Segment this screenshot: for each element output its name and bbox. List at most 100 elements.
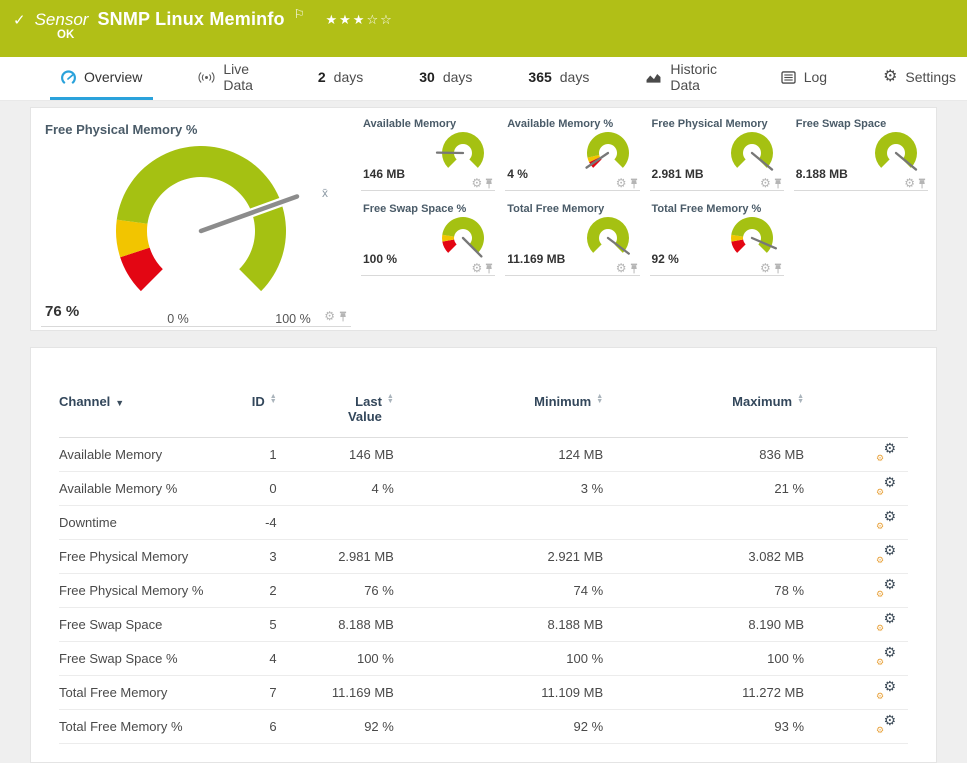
gear-icon[interactable]: ⚙ xyxy=(324,310,335,322)
gauge-icon xyxy=(61,70,76,85)
tab-live-data[interactable]: Live Data xyxy=(187,57,273,100)
gauge-free-swap-space xyxy=(866,126,926,182)
gear-icon[interactable]: ⚙ xyxy=(616,262,627,274)
gauge-available-memory-pct xyxy=(578,126,638,182)
gauge-tile-total-free-memory-pct[interactable]: Total Free Memory %92 %⚙ xyxy=(650,199,784,276)
pin-icon[interactable] xyxy=(485,178,493,189)
channel-maximum: 836 MB xyxy=(603,438,804,472)
tab-label: days xyxy=(334,69,364,85)
pin-icon[interactable] xyxy=(774,263,782,274)
channel-maximum: 21 % xyxy=(603,472,804,506)
sort-toggle-icon: ▲▼ xyxy=(596,394,603,404)
gauge-total-free-memory xyxy=(578,211,638,267)
pin-icon[interactable] xyxy=(485,263,493,274)
channel-last-value: 11.169 MB xyxy=(277,676,394,710)
gear-icon[interactable]: ⚙ xyxy=(471,262,482,274)
channel-minimum: 3 % xyxy=(394,472,603,506)
channel-last-value: 100 % xyxy=(277,642,394,676)
tab-label: Overview xyxy=(84,69,142,85)
tab-log[interactable]: Log xyxy=(770,57,838,100)
pin-icon[interactable] xyxy=(918,178,926,189)
overview-content: Free Physical Memory % 0 %100 % x̄ 76 % … xyxy=(0,101,967,763)
gauge-value: 8.188 MB xyxy=(796,167,848,181)
column-header-maximum[interactable]: Maximum▲▼ xyxy=(603,394,804,438)
gear-icon[interactable]: ⚙ xyxy=(904,177,915,189)
gauge-value: 100 % xyxy=(363,252,397,266)
broadcast-icon xyxy=(198,71,215,84)
pin-icon[interactable] xyxy=(774,178,782,189)
channel-last-value: 8.188 MB xyxy=(277,608,394,642)
channel-settings-icon[interactable]: ⚙⚙ xyxy=(876,444,896,462)
channel-minimum: 92 % xyxy=(394,710,603,744)
channel-name: Downtime xyxy=(59,506,226,540)
gauge-tile-free-swap-space-pct[interactable]: Free Swap Space %100 %⚙ xyxy=(361,199,495,276)
channel-id: 2 xyxy=(226,574,276,608)
tab-number: 2 xyxy=(318,69,326,85)
channel-last-value: 146 MB xyxy=(277,438,394,472)
column-header-id[interactable]: ID▲▼ xyxy=(226,394,276,438)
tab-overview[interactable]: Overview xyxy=(50,57,153,100)
channel-settings-icon[interactable]: ⚙⚙ xyxy=(876,580,896,598)
gear-icon[interactable]: ⚙ xyxy=(760,177,771,189)
gear-icon[interactable]: ⚙ xyxy=(760,262,771,274)
channel-last-value xyxy=(277,506,394,540)
channel-maximum: 93 % xyxy=(603,710,804,744)
tab-label: days xyxy=(443,69,473,85)
channel-minimum xyxy=(394,506,603,540)
gauge-value: 4 % xyxy=(507,167,528,181)
tab-label: Log xyxy=(804,69,827,85)
flag-icon[interactable]: ⚐ xyxy=(294,7,305,21)
sensor-kind-label: Sensor xyxy=(35,10,89,30)
gear-icon[interactable]: ⚙ xyxy=(616,177,627,189)
channel-settings-icon[interactable]: ⚙⚙ xyxy=(876,512,896,530)
priority-stars[interactable]: ★★★☆☆ xyxy=(326,12,394,28)
average-marker: x̄ xyxy=(322,186,328,200)
channel-minimum: 124 MB xyxy=(394,438,603,472)
tab-settings[interactable]: ⚙Settings xyxy=(872,57,967,100)
gear-icon[interactable]: ⚙ xyxy=(471,177,482,189)
channel-settings-icon[interactable]: ⚙⚙ xyxy=(876,546,896,564)
pin-icon[interactable] xyxy=(339,311,347,322)
channel-settings-icon[interactable]: ⚙⚙ xyxy=(876,648,896,666)
pin-icon[interactable] xyxy=(630,263,638,274)
channel-maximum xyxy=(603,506,804,540)
gauge-value: 2.981 MB xyxy=(652,167,704,181)
channel-settings-icon[interactable]: ⚙⚙ xyxy=(876,716,896,734)
column-header-last-value[interactable]: Last Value▲▼ xyxy=(277,394,394,438)
column-header-channel[interactable]: Channel▼ xyxy=(59,394,226,438)
tab-label: Historic Data xyxy=(670,61,724,93)
tab-label: Live Data xyxy=(223,61,262,93)
channel-id: 3 xyxy=(226,540,276,574)
tab-number: 365 xyxy=(528,69,551,85)
channel-settings-icon[interactable]: ⚙⚙ xyxy=(876,682,896,700)
channel-settings-icon[interactable]: ⚙⚙ xyxy=(876,478,896,496)
channel-settings-icon[interactable]: ⚙⚙ xyxy=(876,614,896,632)
gauge-free-swap-space-pct xyxy=(433,211,493,267)
channel-last-value: 2.981 MB xyxy=(277,540,394,574)
column-header-minimum[interactable]: Minimum▲▼ xyxy=(394,394,603,438)
gauge-tile-primary[interactable]: Free Physical Memory % 0 %100 % x̄ 76 % … xyxy=(41,114,351,327)
channel-maximum: 8.190 MB xyxy=(603,608,804,642)
channel-last-value: 4 % xyxy=(277,472,394,506)
tab-2-days[interactable]: 2 days xyxy=(307,57,374,100)
gauge-free-physical-memory-pct: 0 %100 % xyxy=(41,126,351,326)
channel-maximum: 78 % xyxy=(603,574,804,608)
gauge-tile-available-memory-pct[interactable]: Available Memory %4 %⚙ xyxy=(505,114,639,191)
sensor-status-text: OK xyxy=(57,29,74,41)
tab-historic-data[interactable]: Historic Data xyxy=(634,57,735,100)
pin-icon[interactable] xyxy=(630,178,638,189)
channel-name: Free Swap Space xyxy=(59,608,226,642)
gauges-panel: Free Physical Memory % 0 %100 % x̄ 76 % … xyxy=(30,107,937,331)
